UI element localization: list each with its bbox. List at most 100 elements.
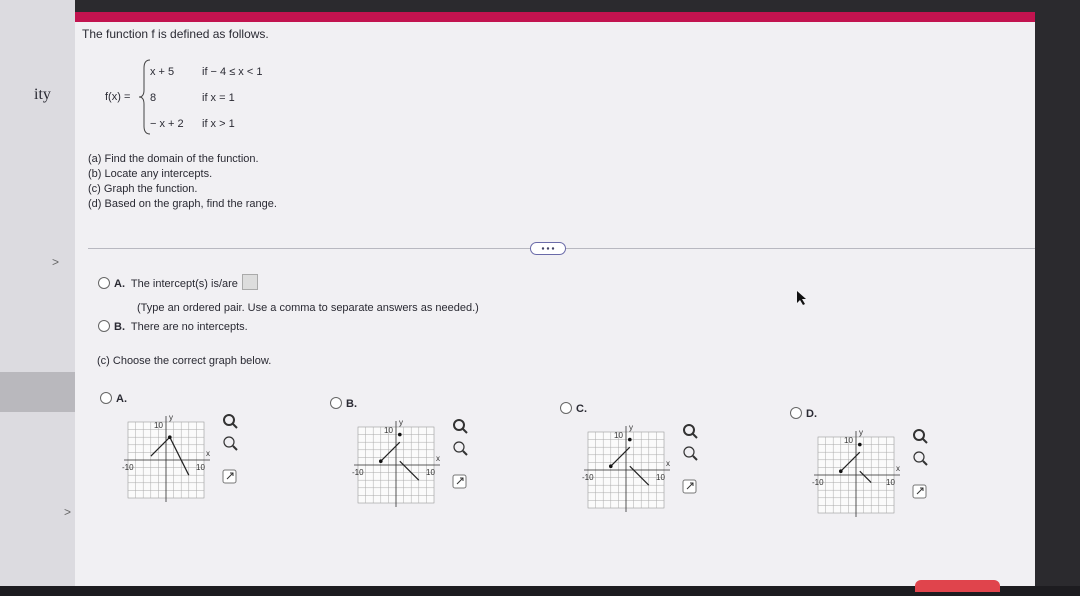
option[interactable]: A. [100, 392, 127, 405]
zoom-out[interactable] [683, 446, 698, 461]
zoom-out[interactable] [913, 451, 928, 466]
part: (b) Locate any intercepts. [88, 168, 213, 180]
axis-label: x [206, 449, 210, 458]
option-letter: D. [806, 408, 817, 420]
function-name: f(x) = [105, 91, 131, 103]
open-graph[interactable] [452, 474, 467, 489]
part: (a) Find the domain of the function. [88, 153, 259, 165]
zoom-in[interactable] [223, 414, 238, 429]
axis-label: 10 [384, 426, 393, 435]
graph-point [609, 464, 613, 468]
button[interactable] [915, 580, 1000, 592]
intro: The function f is defined as follows. [82, 27, 269, 41]
option-text: There are no intercepts. [130, 321, 248, 333]
option[interactable]: B. There are no intercepts. [98, 320, 248, 333]
graph-segment [150, 436, 171, 457]
zoom-in[interactable] [453, 419, 468, 434]
open-graph[interactable] [682, 479, 697, 494]
axis-label: -10 [812, 478, 824, 487]
graph: 10y-10 10x [582, 423, 670, 512]
answer-box[interactable] [241, 274, 258, 290]
piece-expr: 8 [150, 92, 157, 104]
axis-label: 10 [886, 478, 895, 487]
option-letter: A. [116, 393, 127, 405]
graph-point [379, 459, 383, 463]
icon [692, 433, 698, 439]
part: (c) Graph the function. [88, 183, 198, 195]
piece-condition: if − 4 ≤ x < 1 [202, 66, 263, 78]
graph: 10y-10 10x [352, 418, 440, 507]
graph: 10y-10 10x [122, 413, 210, 502]
axis-label: -10 [122, 463, 134, 472]
icon [683, 424, 695, 436]
icon [692, 455, 698, 461]
axis-label: y [169, 413, 173, 422]
icon [223, 414, 235, 426]
option-letter: B. [114, 321, 125, 333]
icon [922, 438, 928, 444]
zoom-in[interactable] [683, 424, 698, 439]
sidebar-band [0, 372, 75, 412]
graph-tools [452, 419, 468, 489]
sidebar-text: ity [34, 86, 51, 103]
graph-point [628, 437, 632, 442]
icon [453, 441, 465, 453]
graph: 10y-10 10x [812, 428, 900, 517]
icon [232, 445, 238, 451]
axis-label: 10 [154, 421, 163, 430]
option-letter: C. [576, 403, 587, 415]
piece-condition: if x = 1 [202, 92, 235, 104]
axis-label: -10 [352, 468, 364, 477]
sidebar [0, 0, 75, 596]
icon [922, 460, 928, 466]
option[interactable]: B. [330, 397, 357, 410]
option-letter: A. [114, 278, 125, 290]
option[interactable]: D. [790, 407, 817, 420]
axis-label: -10 [582, 473, 594, 482]
axis-label: 10 [656, 473, 665, 482]
chevron[interactable]: > [52, 255, 60, 269]
icon [223, 436, 235, 448]
divider-handle[interactable] [530, 242, 566, 255]
option-text: The intercept(s) is/are [130, 278, 238, 290]
open-graph[interactable] [222, 469, 237, 484]
option-letter: B. [346, 398, 357, 410]
part: (d) Based on the graph, find the range. [88, 198, 277, 210]
chevron[interactable]: > [64, 505, 72, 519]
open-graph[interactable] [912, 484, 927, 499]
icon [462, 428, 468, 434]
axis-label: 10 [196, 463, 205, 472]
graph-segment [169, 436, 190, 476]
graph-tools [912, 429, 928, 499]
option[interactable]: A. The intercept(s) is/are [98, 274, 258, 290]
axis-label: y [859, 428, 863, 437]
icon [226, 472, 234, 480]
option[interactable]: C. [560, 402, 587, 415]
graph-segment [629, 465, 650, 486]
piece-expr: x + 5 [150, 66, 175, 78]
axis-label: 10 [614, 431, 623, 440]
zoom-out[interactable] [223, 436, 238, 451]
icon [453, 419, 465, 431]
axis-label: x [436, 454, 440, 463]
graph-point [168, 435, 172, 439]
icon [916, 487, 924, 495]
piece-expr: − x + 2 [150, 118, 184, 130]
graph-tools [682, 424, 698, 494]
graph-point [398, 432, 402, 437]
graph-segment [610, 446, 631, 467]
axis-label: x [666, 459, 670, 468]
zoom-in[interactable] [913, 429, 928, 444]
brace [138, 59, 151, 135]
icon [913, 451, 925, 463]
axis-label: y [629, 423, 633, 432]
option-note: (Type an ordered pair. Use a comma to se… [137, 302, 479, 314]
graph-point [839, 469, 843, 473]
taskbar [0, 586, 1080, 596]
prompt: (c) Choose the correct graph below. [97, 355, 272, 367]
graph-segment [399, 460, 420, 481]
zoom-out[interactable] [453, 441, 468, 456]
graph-segment [840, 451, 861, 472]
axis-label: 10 [844, 436, 853, 445]
icon [462, 450, 468, 456]
